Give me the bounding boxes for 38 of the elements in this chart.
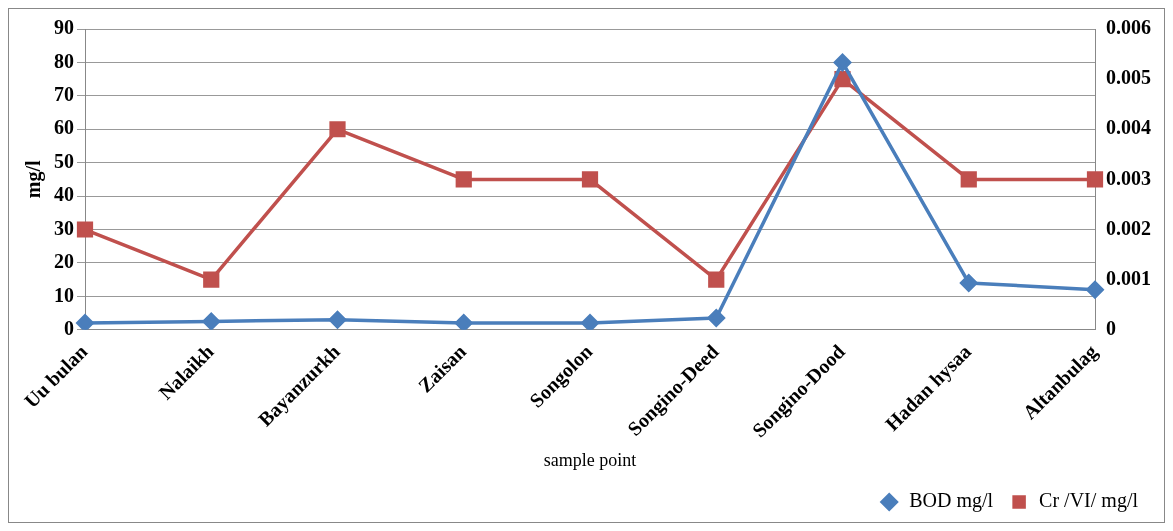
point <box>960 171 977 188</box>
y2-tick-label: 0.001 <box>1106 266 1151 289</box>
y2-tick-label: 0.006 <box>1106 16 1151 39</box>
y-tick-label: 10 <box>54 283 74 306</box>
y-tick-label: 90 <box>54 16 74 39</box>
y-tick-label: 30 <box>54 216 74 239</box>
y-tick-label: 60 <box>54 116 74 139</box>
x-axis-title: sample point <box>543 449 637 470</box>
y-tick-label: 70 <box>54 83 74 106</box>
point <box>455 314 473 330</box>
y-axis-title: mg/l <box>22 160 46 199</box>
y2-tick-label: 0.002 <box>1106 216 1151 239</box>
point <box>707 309 725 327</box>
legend-label: BOD mg/l <box>909 489 994 513</box>
y-tick-label: 50 <box>54 149 74 172</box>
y2-tick-label: 0.005 <box>1106 66 1151 89</box>
y2-tick-label: 0.003 <box>1106 166 1151 189</box>
y-tick-label: 40 <box>54 183 74 206</box>
point <box>328 310 347 329</box>
point <box>581 314 599 330</box>
point <box>329 121 346 138</box>
point <box>76 221 94 238</box>
point <box>708 271 725 288</box>
point <box>203 271 220 288</box>
point <box>581 171 599 188</box>
point <box>202 312 220 330</box>
y-tick-label: 0 <box>64 316 74 339</box>
y2-tick-label: 0 <box>1106 316 1116 339</box>
y-tick-label: 20 <box>54 250 74 273</box>
point <box>76 314 94 330</box>
legend-label: Cr /VI/ mg/l <box>1039 489 1139 513</box>
point <box>960 274 978 292</box>
point <box>455 171 472 188</box>
y-tick-label: 80 <box>54 49 74 72</box>
point <box>1086 280 1104 299</box>
point <box>833 53 852 72</box>
y2-tick-label: 0.004 <box>1106 116 1151 139</box>
point <box>1086 171 1104 188</box>
